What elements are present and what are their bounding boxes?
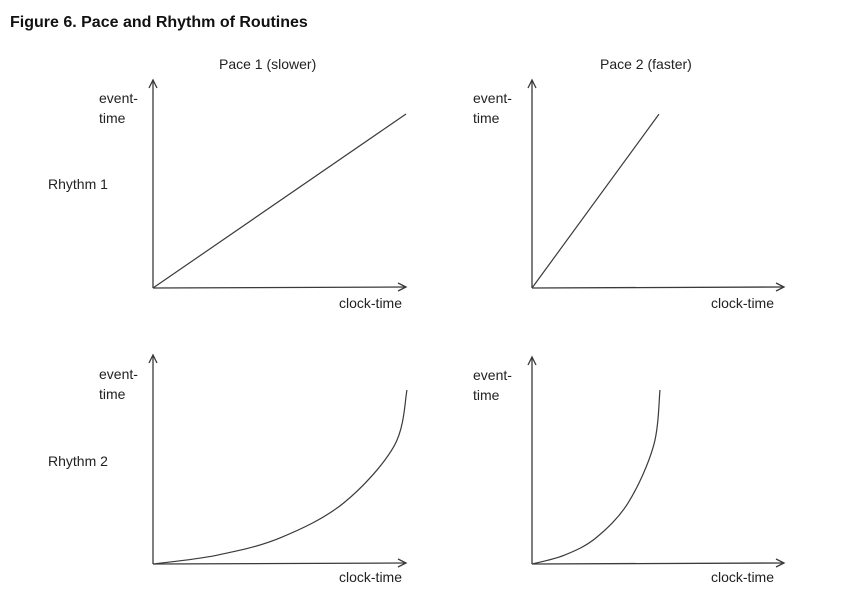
column-title-pace-2: Pace 2 (faster) — [600, 56, 692, 72]
x-axis-arrowhead — [775, 282, 786, 292]
x-axis — [531, 562, 785, 565]
x-axis-arrowhead — [397, 282, 408, 292]
series-line — [531, 113, 660, 289]
y-axis-label: event- time — [473, 88, 512, 128]
x-axis-arrowhead — [397, 558, 408, 568]
y-axis-label-line2: time — [473, 110, 500, 126]
y-axis-label-line1: event- — [99, 90, 138, 106]
x-axis-label: clock-time — [339, 295, 403, 311]
y-axis-arrowhead — [527, 78, 537, 89]
y-axis-label-line2: time — [473, 387, 500, 403]
column-title-pace-1: Pace 1 (slower) — [219, 56, 317, 72]
row-label-rhythm-2: Rhythm 2 — [48, 453, 108, 469]
y-axis-label: event- time — [473, 365, 512, 405]
y-axis-label: event- time — [99, 88, 138, 128]
series-line — [152, 389, 408, 565]
series-line — [152, 113, 407, 289]
y-axis-arrowhead — [148, 353, 158, 364]
x-axis — [531, 286, 785, 289]
x-axis-label: clock-time — [339, 569, 403, 585]
x-axis — [152, 286, 407, 289]
y-axis-arrowhead — [527, 355, 537, 366]
series-line — [531, 389, 661, 565]
y-axis-arrowhead — [148, 78, 158, 89]
x-axis-arrowhead — [775, 558, 786, 568]
x-axis-label: clock-time — [711, 569, 775, 585]
x-axis-label: clock-time — [711, 295, 775, 311]
y-axis-label-line2: time — [99, 386, 126, 402]
y-axis-label-line1: event- — [99, 366, 138, 382]
y-axis-label-line1: event- — [473, 367, 512, 383]
figure-title: Figure 6. Pace and Rhythm of Routines — [10, 14, 308, 31]
y-axis-label: event- time — [99, 364, 138, 404]
y-axis-label-line2: time — [99, 110, 126, 126]
y-axis-label-line1: event- — [473, 90, 512, 106]
x-axis — [152, 562, 407, 565]
row-label-rhythm-1: Rhythm 1 — [48, 176, 108, 192]
